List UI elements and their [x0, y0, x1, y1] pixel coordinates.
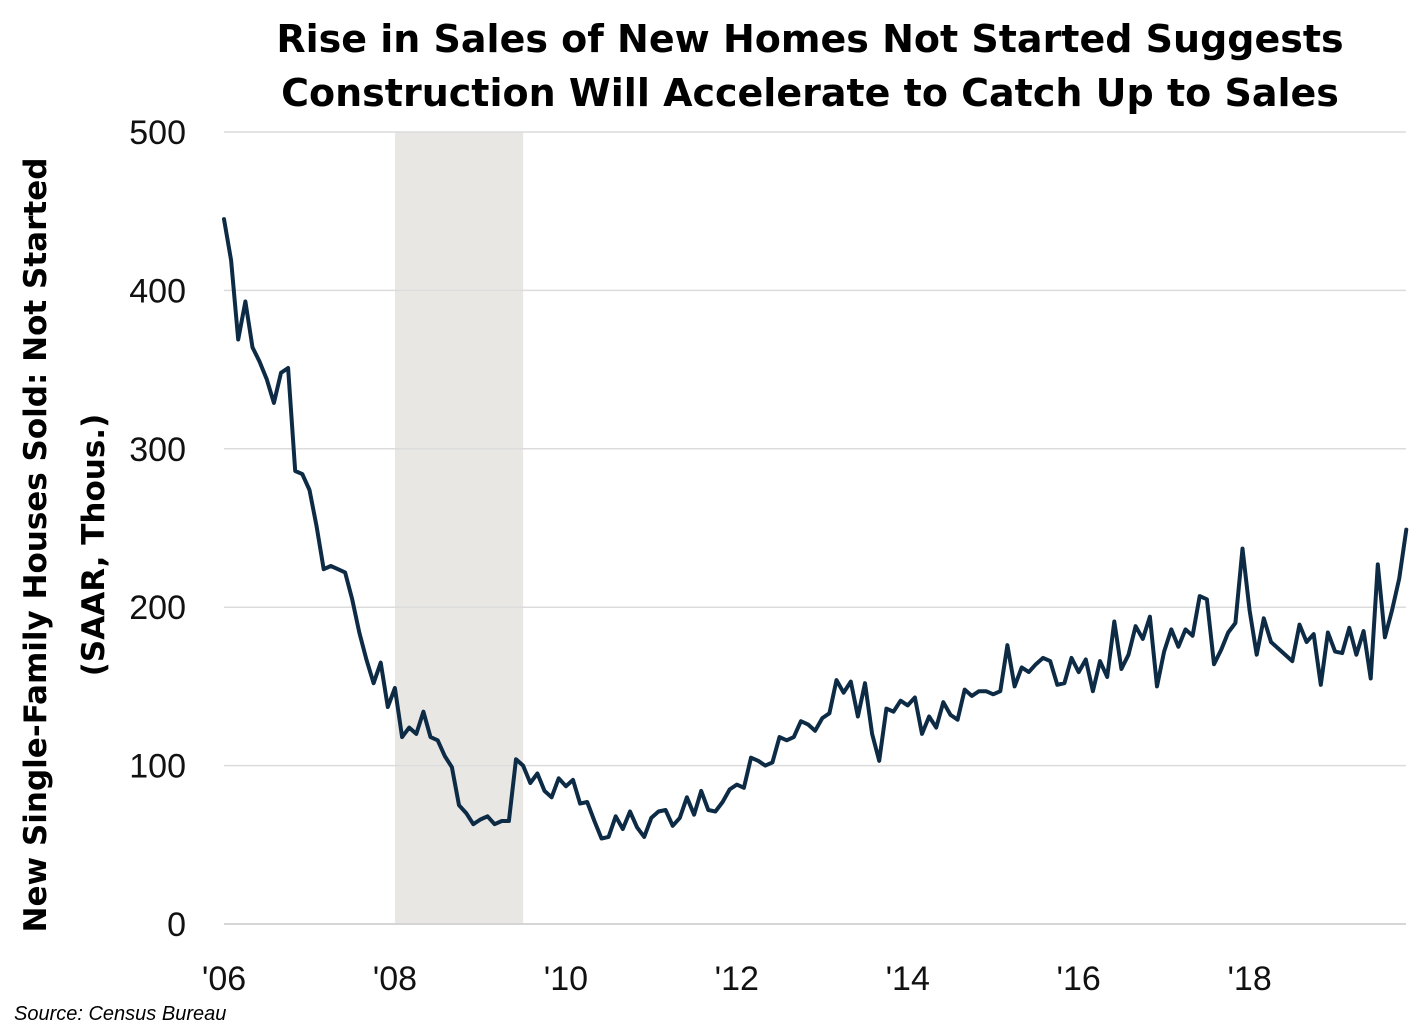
- y-axis-label-line-1: New Single-Family Houses Sold: Not Start…: [18, 158, 54, 933]
- recession-shade: [394, 132, 524, 924]
- y-tick-label: 400: [129, 272, 186, 310]
- y-tick-label: 0: [167, 906, 186, 944]
- series-line: [222, 217, 1409, 841]
- chart-title-line-1: Rise in Sales of New Homes Not Started S…: [276, 17, 1344, 61]
- x-tick-label: '08: [373, 960, 417, 998]
- x-tick-label: '10: [544, 960, 588, 998]
- y-tick-label: 100: [129, 748, 186, 786]
- y-tick-label: 500: [129, 114, 186, 152]
- source-note: Source: Census Bureau: [14, 1003, 227, 1025]
- x-tick-label: '16: [1057, 960, 1101, 998]
- x-tick-label: '06: [202, 960, 246, 998]
- y-tick-label: 200: [129, 589, 186, 627]
- series-layer: [222, 217, 1409, 841]
- x-tick-label: '18: [1227, 960, 1271, 998]
- recession-shading-layer: [394, 132, 524, 924]
- gridlines: [224, 131, 1406, 925]
- y-axis-label-line-2: (SAAR, Thous.): [76, 414, 112, 676]
- y-axis-ticks: 0 100 200 300 400 500: [129, 114, 186, 944]
- chart-title: Rise in Sales of New Homes Not Started S…: [140, 12, 1420, 120]
- x-tick-label: '12: [715, 960, 759, 998]
- y-tick-label: 300: [129, 431, 186, 469]
- chart-title-line-2: Construction Will Accelerate to Catch Up…: [281, 71, 1339, 115]
- x-tick-label: '14: [886, 960, 930, 998]
- x-axis-ticks: '06 '08 '10 '12 '14 '16 '18: [202, 960, 1272, 998]
